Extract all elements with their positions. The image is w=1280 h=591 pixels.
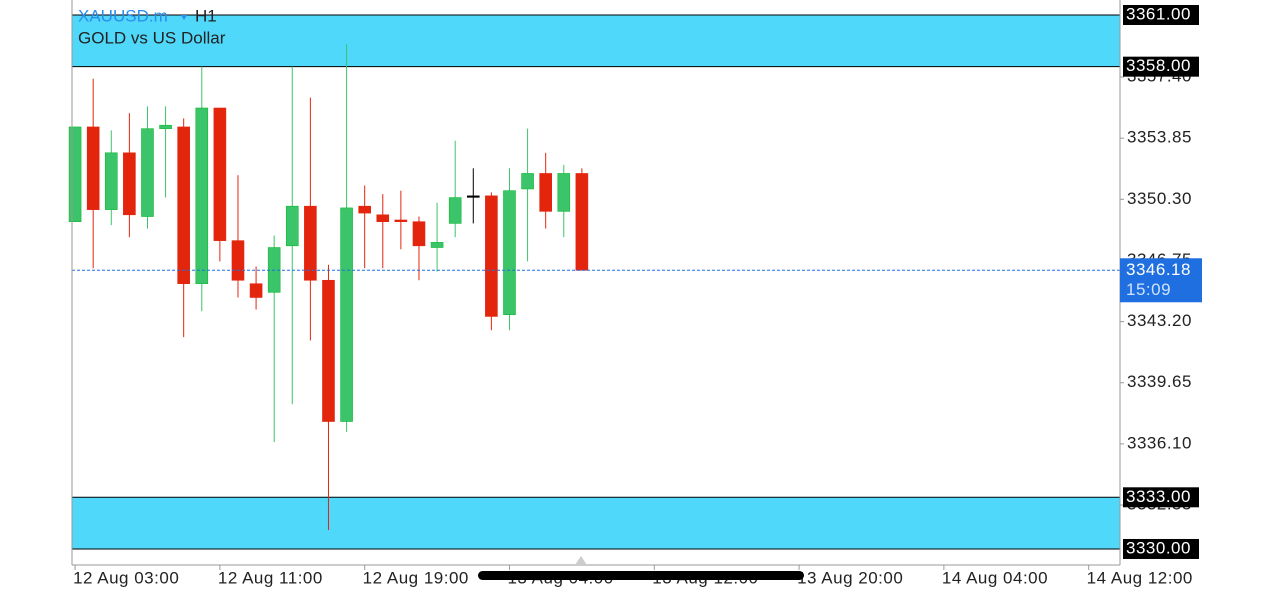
- zone-price-box: [1123, 4, 1199, 25]
- candle-body: [521, 173, 534, 190]
- candle-body: [213, 107, 227, 241]
- x-tick-label: 13 Aug 20:00: [797, 568, 903, 587]
- y-tick-label: 3339.65: [1127, 372, 1192, 391]
- chart-title: GOLD vs US Dollar: [78, 28, 226, 47]
- candle-body: [104, 152, 118, 210]
- candle-body: [231, 240, 245, 281]
- candle-body: [86, 126, 100, 210]
- candle-body: [539, 173, 552, 212]
- symbol[interactable]: XAUUSD.m: [78, 6, 168, 25]
- candle-body: [304, 205, 317, 281]
- candle-body: [557, 173, 571, 212]
- y-tick-label: 3350.30: [1127, 189, 1192, 208]
- price-tag: [1120, 258, 1202, 303]
- candle-body: [503, 190, 516, 316]
- x-tick-label: 14 Aug 04:00: [942, 568, 1048, 587]
- zone-price-box: [1123, 538, 1199, 559]
- candle-body: [249, 283, 263, 298]
- scroll-marker: [575, 556, 587, 565]
- zone-price-label: 3361.00: [1126, 4, 1191, 23]
- candle-body: [195, 107, 209, 285]
- y-tick-label: 3353.85: [1127, 128, 1192, 147]
- candle-body: [412, 221, 426, 247]
- zones: [72, 14, 1120, 550]
- candle-body: [485, 195, 498, 317]
- candle-body: [68, 126, 82, 222]
- candle-body: [575, 173, 589, 271]
- plot: [68, 44, 1120, 531]
- candle-body: [448, 197, 462, 224]
- zone-price-box: [1123, 487, 1199, 508]
- zone-price-label: 3330.00: [1126, 538, 1191, 557]
- x-tick-label: 12 Aug 03:00: [73, 568, 179, 587]
- countdown: 15:09: [1126, 280, 1171, 299]
- candle-body: [285, 205, 299, 247]
- y-tick-label: 3336.10: [1127, 433, 1192, 452]
- candle-body: [394, 219, 408, 222]
- x-tick-label: 14 Aug 12:00: [1087, 568, 1193, 587]
- zone-price-label: 3358.00: [1126, 56, 1191, 75]
- candle-body: [322, 279, 335, 422]
- zone-price-label: 3333.00: [1126, 487, 1191, 506]
- candle-body: [340, 207, 353, 422]
- zone: [72, 14, 1120, 67]
- dropdown-icon[interactable]: [181, 15, 187, 20]
- home-indicator: [478, 571, 804, 580]
- candle-body: [177, 126, 190, 285]
- x-tick-label: 12 Aug 11:00: [218, 568, 323, 587]
- candle-body: [430, 242, 444, 248]
- timeframe[interactable]: H1: [195, 6, 217, 25]
- x-tick-label: 12 Aug 19:00: [363, 568, 469, 587]
- candle-body: [141, 128, 154, 217]
- candle-body: [376, 214, 390, 222]
- price-tag-label: 3346.18: [1126, 260, 1191, 279]
- axis-labels: 3357.403353.853350.303346.753343.203339.…: [73, 4, 1202, 587]
- candle-body: [466, 195, 480, 198]
- candle-body: [159, 124, 172, 129]
- zone: [72, 497, 1120, 549]
- candle-body: [358, 205, 371, 214]
- y-tick-label: 3343.20: [1127, 311, 1192, 330]
- zone-price-box: [1123, 56, 1199, 77]
- candle-body: [123, 152, 136, 216]
